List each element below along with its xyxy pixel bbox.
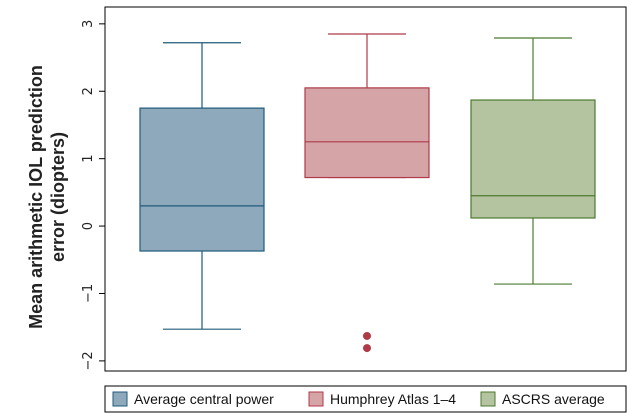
legend-item-3: ASCRS average bbox=[480, 391, 605, 407]
y-axis-title-line1: Mean arithmetic IOL prediction bbox=[26, 65, 46, 329]
y-tick-label: 1 bbox=[81, 155, 96, 163]
legend-label: ASCRS average bbox=[502, 391, 605, 407]
box-series-2 bbox=[304, 33, 430, 353]
y-axis-title-line2: error (diopters) bbox=[48, 132, 68, 262]
y-tick-label: −1 bbox=[81, 284, 96, 303]
y-tick-label: 3 bbox=[81, 20, 96, 28]
box-series-group bbox=[139, 33, 596, 353]
box-series-1 bbox=[139, 42, 265, 330]
legend-swatch bbox=[112, 391, 128, 407]
interquartile-box bbox=[470, 99, 596, 219]
y-tick-label: 0 bbox=[81, 222, 96, 230]
y-tick-label: 2 bbox=[81, 87, 96, 95]
legend-swatch bbox=[480, 391, 496, 407]
legend-frame bbox=[104, 385, 627, 413]
legend-label: Average central power bbox=[134, 391, 274, 407]
y-axis-title: Mean arithmetic IOL prediction error (di… bbox=[26, 65, 68, 329]
y-tick-label: −2 bbox=[81, 351, 96, 370]
interquartile-box bbox=[304, 87, 430, 179]
outlier-point bbox=[363, 344, 371, 353]
outlier-point bbox=[363, 331, 371, 340]
legend-swatch bbox=[308, 391, 324, 407]
legend-item-1: Average central power bbox=[112, 391, 274, 407]
y-axis-ticks: −2 −1 0 1 2 3 bbox=[81, 20, 105, 370]
interquartile-box bbox=[139, 107, 265, 252]
legend: Average central power Humphrey Atlas 1–4 A… bbox=[104, 385, 627, 413]
box-series-3 bbox=[470, 37, 596, 285]
legend-label: Humphrey Atlas 1–4 bbox=[330, 391, 456, 407]
legend-item-2: Humphrey Atlas 1–4 bbox=[308, 391, 456, 407]
